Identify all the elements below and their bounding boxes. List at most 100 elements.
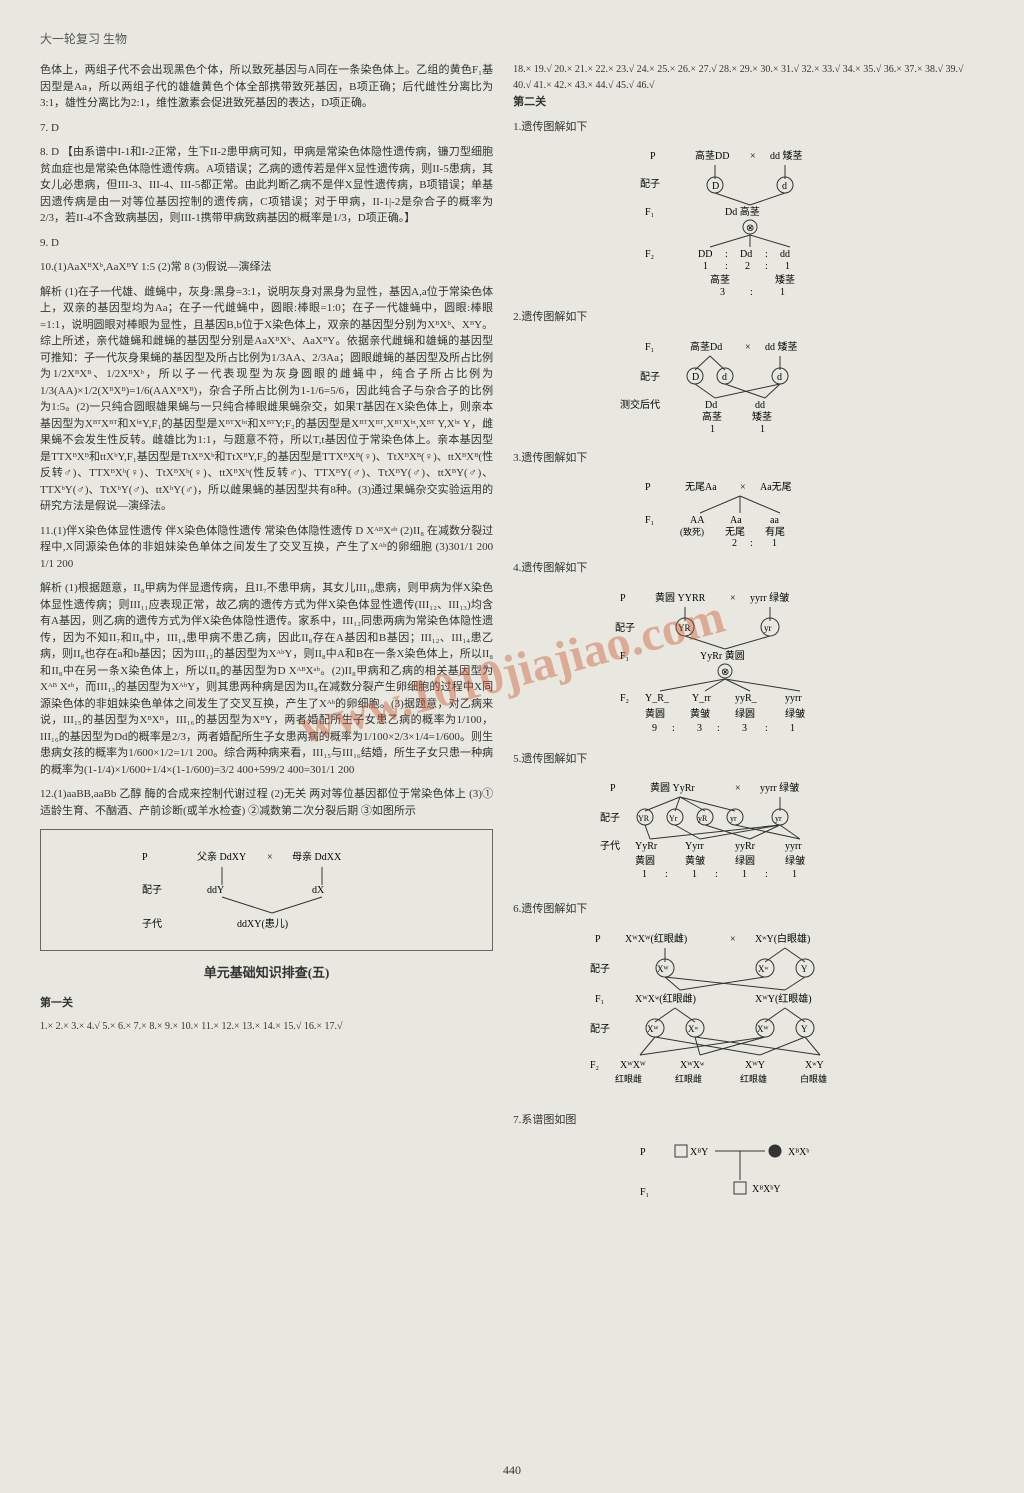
section-title: 单元基础知识排查(五) xyxy=(40,963,493,983)
svg-text:Dd 高茎: Dd 高茎 xyxy=(725,205,760,218)
svg-text:yyrr: yyrr xyxy=(785,841,802,852)
svg-text:XᵂY(红眼雄): XᵂY(红眼雄) xyxy=(755,992,812,1005)
svg-text::: : xyxy=(725,249,728,260)
svg-text::: : xyxy=(672,723,675,734)
svg-text:yr: yr xyxy=(730,814,737,823)
svg-text:2: 2 xyxy=(745,261,750,272)
svg-text:无尾Aa: 无尾Aa xyxy=(685,481,717,493)
svg-text:红眼雌: 红眼雌 xyxy=(675,1073,702,1084)
d4-title: 4.遗传图解如下 xyxy=(513,560,966,577)
page-number: 440 xyxy=(503,1463,521,1478)
d12-g2: dX xyxy=(312,885,325,896)
svg-text:DD: DD xyxy=(698,249,712,260)
svg-text:d: d xyxy=(782,181,787,192)
svg-text:高茎Dd: 高茎Dd xyxy=(690,340,722,353)
svg-text:矮茎: 矮茎 xyxy=(752,411,772,423)
svg-text:Y_rr: Y_rr xyxy=(692,693,712,704)
q12-diagram: P 父亲 DdXY × 母亲 DdXX 配子 ddY dX 子代 ddXY(患儿… xyxy=(40,829,493,951)
diagram-1: P 高茎DD × dd 矮茎 配子 D d F₁ Dd 高茎 ⊗ xyxy=(513,147,966,297)
svg-text:3: 3 xyxy=(720,287,725,297)
svg-text:无尾: 无尾 xyxy=(725,526,745,538)
svg-text:F₁: F₁ xyxy=(645,207,654,218)
svg-text:F₂: F₂ xyxy=(620,693,629,704)
svg-text:9: 9 xyxy=(652,723,657,734)
svg-text:Aa: Aa xyxy=(730,515,742,526)
right-column: 18.× 19.√ 20.× 21.× 22.× 23.√ 24.× 25.× … xyxy=(513,62,966,1222)
q10-title: 10.(1)AaXᴮXᵇ,AaXᴮY 1:5 (2)常 8 (3)假说—演绎法 xyxy=(40,259,493,276)
svg-text::: : xyxy=(725,261,728,272)
svg-text:配子: 配子 xyxy=(615,622,635,634)
level1-answers: 1.× 2.× 3.× 4.√ 5.× 6.× 7.× 8.× 9.× 10.×… xyxy=(40,1019,493,1035)
d12-child: ddXY(患儿) xyxy=(237,918,288,930)
svg-text:×: × xyxy=(745,342,751,353)
svg-text:×: × xyxy=(735,783,741,794)
level1-title: 第一关 xyxy=(40,995,493,1012)
svg-text:Xʷ: Xʷ xyxy=(688,1024,698,1034)
svg-text:XᵂXᵂ: XᵂXᵂ xyxy=(620,1060,646,1071)
svg-text:×: × xyxy=(740,482,746,493)
svg-text:F₁: F₁ xyxy=(645,515,654,526)
svg-text:Xᵂ: Xᵂ xyxy=(657,964,669,974)
svg-text:yyrr: yyrr xyxy=(785,693,802,704)
diagram-4: P 黄圆 YYRR × yyrr 绿皱 配子 YR yr F₁ YyRr 黄圆 … xyxy=(513,589,966,739)
svg-text:P: P xyxy=(640,1147,646,1158)
svg-text:dd 矮茎: dd 矮茎 xyxy=(770,150,803,162)
svg-text:红眼雄: 红眼雄 xyxy=(740,1073,767,1084)
svg-text:黄皱: 黄皱 xyxy=(685,854,705,867)
svg-text:yyR_: yyR_ xyxy=(735,693,758,704)
svg-text:F₁: F₁ xyxy=(620,651,629,662)
svg-text:Dd: Dd xyxy=(705,400,717,411)
svg-text:白眼雄: 白眼雄 xyxy=(800,1073,827,1084)
svg-text:Yyrr: Yyrr xyxy=(685,841,705,852)
left-column: 色体上，两组子代不会出现黑色个体，所以致死基因与A同在一条染色体上。乙组的黄色F… xyxy=(40,62,493,1222)
svg-text::: : xyxy=(665,869,668,880)
svg-text:P: P xyxy=(595,934,601,945)
svg-text:Y_R_: Y_R_ xyxy=(645,693,670,704)
svg-text:×: × xyxy=(750,151,756,162)
level2-title: 第二关 xyxy=(513,94,966,111)
svg-text:×: × xyxy=(730,593,736,604)
svg-text:Y: Y xyxy=(801,964,808,974)
main-columns: 色体上，两组子代不会出现黑色个体，所以致死基因与A同在一条染色体上。乙组的黄色F… xyxy=(40,62,984,1222)
q12-title: 12.(1)aaBB,aaBb 乙醇 酶的合成来控制代谢过程 (2)无关 两对等… xyxy=(40,786,493,819)
svg-text:YyRr: YyRr xyxy=(635,841,658,852)
svg-text::: : xyxy=(765,869,768,880)
answers-continued: 18.× 19.√ 20.× 21.× 22.× 23.√ 24.× 25.× … xyxy=(513,62,966,94)
svg-text:XʷY(白眼雄): XʷY(白眼雄) xyxy=(755,932,810,945)
svg-text:绿皱: 绿皱 xyxy=(785,707,805,720)
svg-text:(致死): (致死) xyxy=(680,526,704,537)
svg-text:d: d xyxy=(777,372,782,383)
svg-text:yyrr 绿皱: yyrr 绿皱 xyxy=(750,591,789,604)
q8: 8. D 【由系谱中I-1和I-2正常，生下II-2患甲病可知，甲病是常染色体隐… xyxy=(40,144,493,227)
svg-text:矮茎: 矮茎 xyxy=(775,274,795,286)
svg-text:子代: 子代 xyxy=(600,840,620,852)
svg-text:XᴮXᵇ: XᴮXᵇ xyxy=(788,1147,809,1158)
svg-text:yyRr: yyRr xyxy=(735,841,756,852)
svg-text:1: 1 xyxy=(692,869,697,880)
svg-text:YR: YR xyxy=(638,814,650,823)
svg-text:1: 1 xyxy=(642,869,647,880)
svg-text:黄圆 YyRr: 黄圆 YyRr xyxy=(650,781,695,794)
svg-text:1: 1 xyxy=(780,287,785,297)
svg-text:P: P xyxy=(620,593,626,604)
svg-text:XʷY: XʷY xyxy=(805,1060,824,1071)
svg-text:d: d xyxy=(722,372,727,383)
svg-text:Dd: Dd xyxy=(740,249,752,260)
svg-text:绿圆: 绿圆 xyxy=(735,707,755,720)
svg-text:配子: 配子 xyxy=(590,1023,610,1035)
svg-text:F₂: F₂ xyxy=(645,249,654,260)
svg-text:Yr: Yr xyxy=(669,814,678,823)
svg-text:黄圆: 黄圆 xyxy=(635,854,655,867)
svg-text::: : xyxy=(715,869,718,880)
svg-text:XᴮXᵇY: XᴮXᵇY xyxy=(752,1184,781,1195)
svg-text:绿圆: 绿圆 xyxy=(735,854,755,867)
svg-text:配子: 配子 xyxy=(640,178,660,190)
d2-title: 2.遗传图解如下 xyxy=(513,309,966,326)
svg-text:XᵂXʷ: XᵂXʷ xyxy=(680,1060,705,1071)
svg-text:Xᵂ: Xᵂ xyxy=(647,1024,659,1034)
q7: 7. D xyxy=(40,120,493,137)
svg-text:配子: 配子 xyxy=(590,963,610,975)
svg-text:黄圆 YYRR: 黄圆 YYRR xyxy=(655,591,706,604)
q10-analysis: 解析 (1)在子一代雄、雌蝇中，灰身:黑身=3:1，说明灰身对黑身为显性，基因A… xyxy=(40,284,493,515)
diagram-6: P XᵂXᵂ(红眼雌) × XʷY(白眼雄) 配子 Xᵂ Xʷ Y F₁ XᵂX… xyxy=(513,930,966,1100)
